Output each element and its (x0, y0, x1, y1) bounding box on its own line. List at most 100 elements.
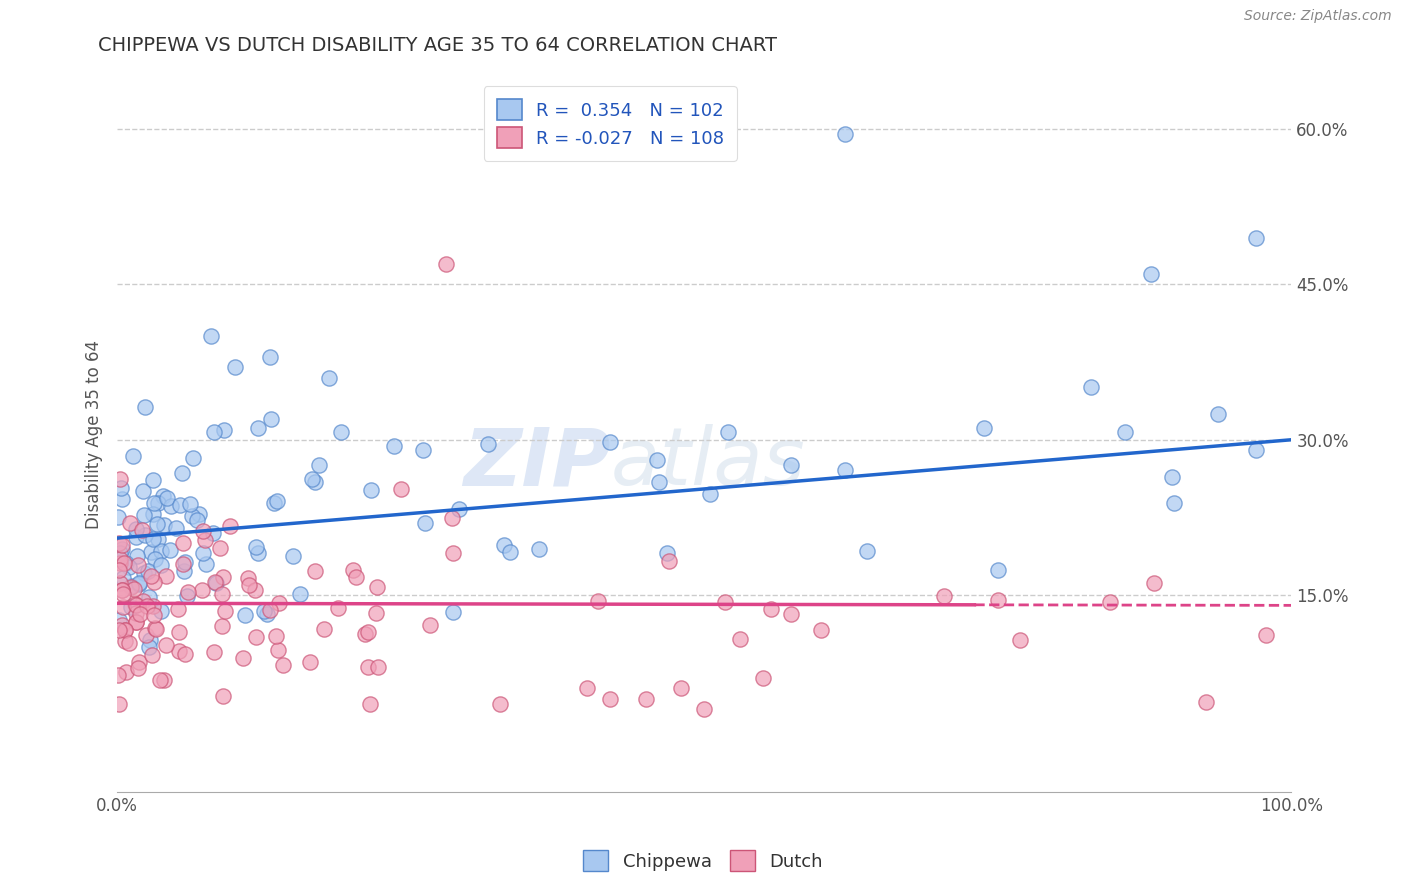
Point (108, 563, 131, 577)
Point (139, 568, 162, 582)
Point (658, 554, 681, 568)
Point (264, 629, 287, 643)
Point (202, 425, 225, 440)
Point (245, 582, 267, 597)
Point (326, 601, 349, 615)
Point (172, 466, 194, 480)
Point (145, 622, 167, 636)
Point (266, 494, 288, 508)
Point (191, 524, 214, 539)
Point (134, 400, 156, 414)
Point (233, 607, 256, 622)
Point (304, 564, 326, 578)
Point (121, 449, 143, 463)
Point (356, 625, 378, 640)
Point (527, 542, 550, 557)
Point (211, 586, 233, 600)
Point (110, 481, 132, 495)
Y-axis label: Disability Age 35 to 64: Disability Age 35 to 64 (86, 340, 103, 529)
Point (108, 697, 131, 711)
Point (176, 589, 198, 603)
Text: atlas: atlas (610, 424, 806, 502)
Point (212, 570, 235, 584)
Point (128, 576, 150, 591)
Point (301, 472, 323, 486)
Point (110, 492, 132, 507)
Point (146, 517, 169, 532)
Point (114, 665, 136, 680)
Point (132, 593, 155, 607)
Point (139, 545, 162, 559)
Point (159, 542, 181, 557)
Point (142, 607, 165, 622)
Point (177, 585, 200, 599)
Point (308, 458, 330, 473)
Point (367, 659, 389, 673)
Point (125, 615, 148, 629)
Point (717, 425, 740, 440)
Point (1244, 231, 1267, 245)
Point (434, 257, 457, 271)
Point (752, 671, 775, 685)
Point (238, 578, 260, 592)
Text: ZIP: ZIP (463, 424, 610, 502)
Point (191, 583, 214, 598)
Point (107, 613, 129, 627)
Point (330, 425, 353, 440)
Point (713, 595, 735, 609)
Point (360, 483, 382, 497)
Point (152, 489, 174, 503)
Point (205, 575, 228, 590)
Point (730, 632, 752, 646)
Point (314, 623, 336, 637)
Point (125, 598, 148, 612)
Point (342, 563, 364, 577)
Point (647, 452, 669, 467)
Point (149, 544, 172, 558)
Point (111, 582, 134, 597)
Point (120, 516, 142, 531)
Point (153, 518, 176, 533)
Point (142, 473, 165, 487)
Point (267, 643, 290, 657)
Point (124, 530, 146, 544)
Point (141, 648, 163, 663)
Point (344, 570, 367, 584)
Point (128, 655, 150, 669)
Point (112, 556, 135, 570)
Point (145, 621, 167, 635)
Point (110, 546, 132, 560)
Point (165, 521, 187, 535)
Point (202, 645, 225, 659)
Point (200, 329, 222, 343)
Point (1163, 496, 1185, 510)
Point (211, 619, 233, 633)
Point (129, 607, 152, 621)
Point (1208, 407, 1230, 421)
Point (155, 638, 177, 652)
Point (987, 563, 1010, 577)
Point (152, 673, 174, 688)
Point (114, 557, 136, 571)
Point (142, 599, 165, 614)
Point (209, 541, 232, 555)
Point (180, 508, 202, 523)
Point (187, 507, 209, 521)
Point (259, 350, 281, 364)
Point (263, 495, 285, 509)
Point (245, 630, 267, 644)
Point (146, 532, 169, 546)
Point (413, 516, 436, 531)
Point (1195, 695, 1218, 709)
Point (127, 549, 149, 563)
Point (134, 508, 156, 523)
Point (117, 636, 139, 650)
Point (142, 574, 165, 589)
Point (780, 607, 803, 621)
Point (412, 443, 434, 458)
Point (111, 618, 134, 632)
Point (779, 458, 801, 472)
Point (136, 599, 159, 613)
Point (256, 607, 278, 622)
Point (173, 647, 195, 661)
